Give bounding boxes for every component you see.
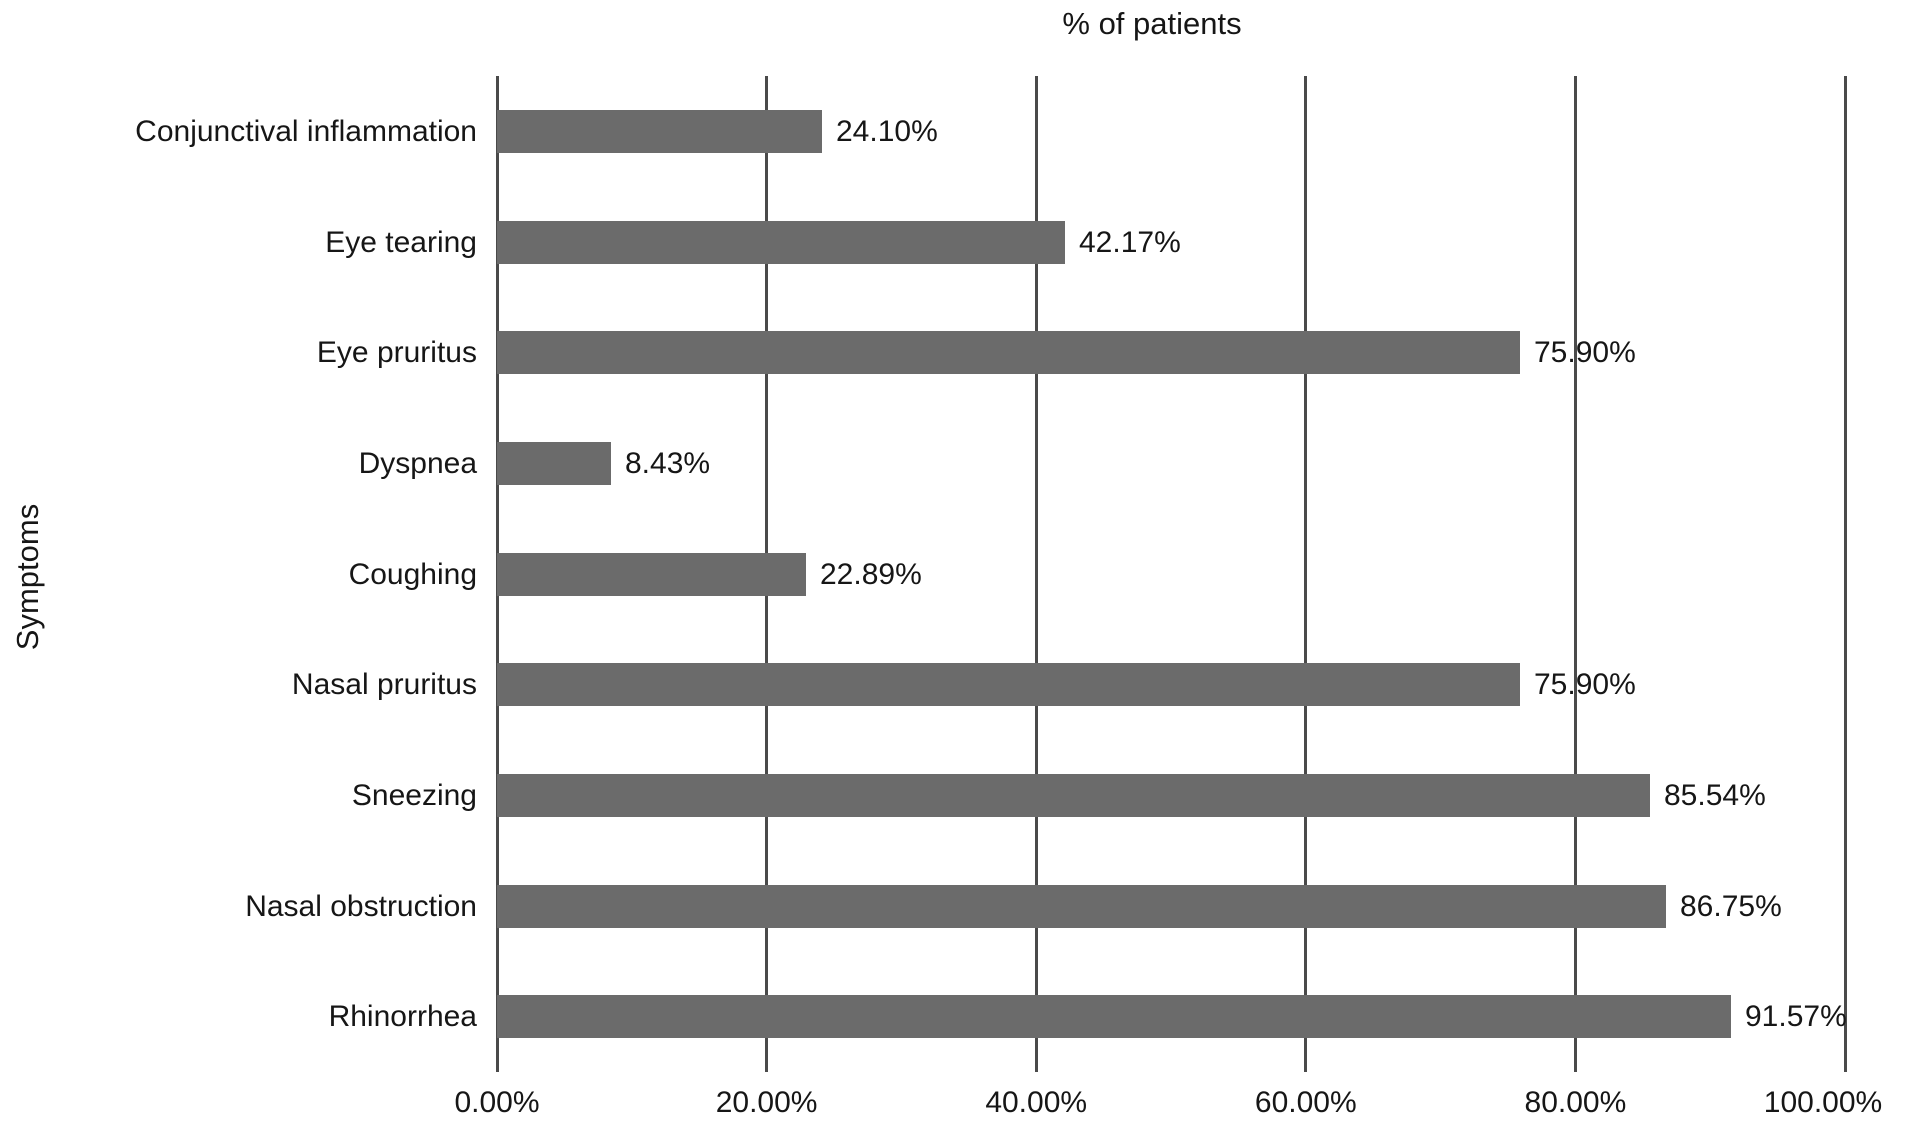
bar <box>497 995 1731 1038</box>
value-label: 8.43% <box>625 447 711 480</box>
value-label: 24.10% <box>836 115 938 148</box>
x-tick-label: 80.00% <box>1524 1086 1627 1119</box>
category-label: Eye tearing <box>325 226 477 259</box>
bar <box>497 663 1520 706</box>
value-label: 85.54% <box>1664 779 1766 812</box>
bar <box>497 331 1520 374</box>
category-label: Dyspnea <box>358 447 477 480</box>
value-label: 42.17% <box>1079 226 1181 259</box>
bar <box>497 885 1666 928</box>
bar <box>497 553 806 596</box>
chart-title: % of patients <box>1062 6 1242 41</box>
category-label: Eye pruritus <box>316 336 477 369</box>
x-tick-label: 20.00% <box>715 1086 818 1119</box>
category-label: Rhinorrhea <box>328 1000 477 1033</box>
gridline <box>1573 76 1577 1072</box>
value-label: 91.57% <box>1745 1000 1847 1033</box>
gridline <box>1304 76 1308 1072</box>
value-label: 75.90% <box>1534 336 1636 369</box>
x-tick-label: 100.00% <box>1763 1086 1883 1119</box>
value-label: 22.89% <box>820 558 922 591</box>
category-label: Coughing <box>348 558 477 591</box>
category-label: Nasal pruritus <box>291 668 477 701</box>
category-label: Nasal obstruction <box>245 890 477 923</box>
bar <box>497 110 822 153</box>
x-tick-label: 0.00% <box>454 1086 540 1119</box>
x-tick-label: 60.00% <box>1254 1086 1357 1119</box>
value-label: 75.90% <box>1534 668 1636 701</box>
gridline <box>1034 76 1038 1072</box>
x-tick-label: 40.00% <box>985 1086 1088 1119</box>
bar <box>497 774 1650 817</box>
bar <box>497 442 611 485</box>
category-label: Conjunctival inflammation <box>135 115 477 148</box>
gridline <box>1843 76 1847 1072</box>
category-label: Sneezing <box>351 779 477 812</box>
value-label: 86.75% <box>1680 890 1782 923</box>
bar <box>497 221 1065 264</box>
